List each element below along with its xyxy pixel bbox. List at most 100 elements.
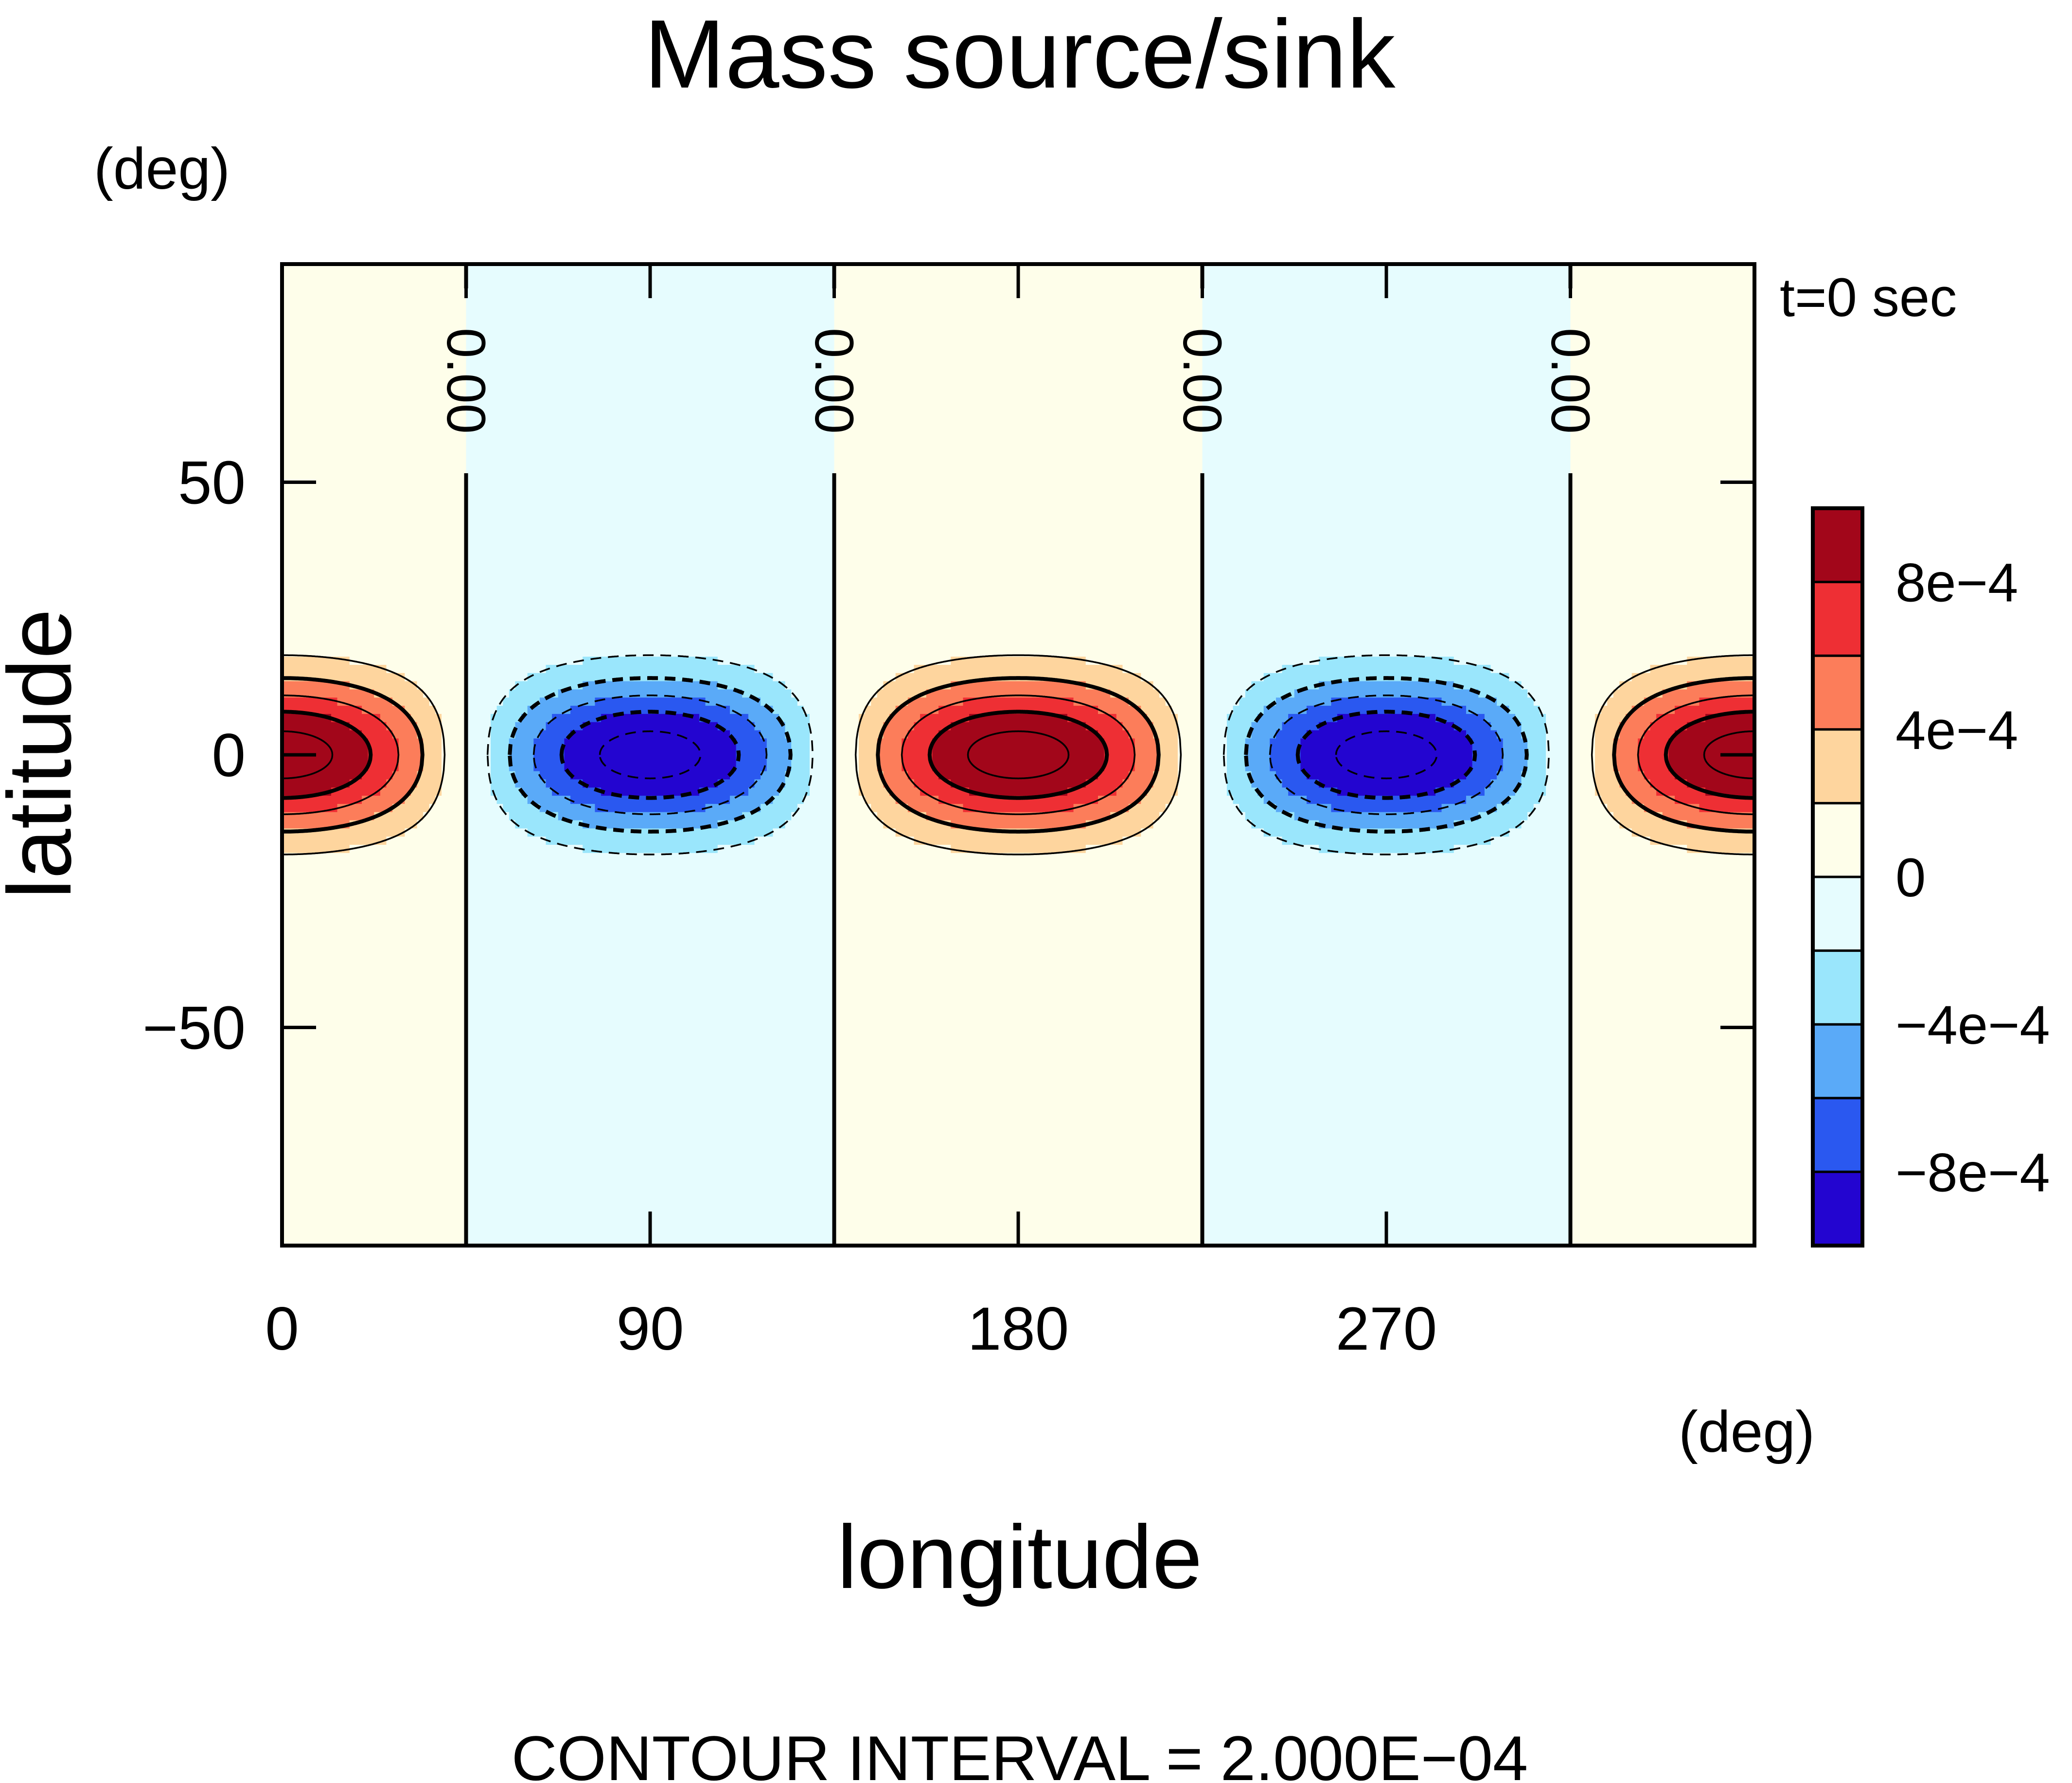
field-cell: [478, 1204, 485, 1213]
field-cell: [380, 640, 387, 649]
field-cell: [313, 681, 319, 690]
field-cell: [374, 779, 381, 788]
field-cell: [355, 272, 362, 281]
field-cell: [435, 730, 442, 739]
field-cell: [325, 1196, 332, 1205]
field-cell: [515, 1073, 522, 1083]
field-cell: [343, 951, 350, 960]
field-cell: [410, 992, 418, 1001]
field-cell: [392, 616, 399, 624]
field-cell: [442, 493, 448, 502]
field-cell: [503, 665, 510, 674]
field-cell: [300, 976, 307, 984]
field-cell: [417, 1016, 424, 1025]
field-cell: [398, 1229, 405, 1238]
field-cell: [288, 1147, 295, 1156]
field-cell: [417, 844, 424, 854]
field-cell: [331, 967, 338, 976]
field-cell: [349, 1196, 356, 1205]
field-cell: [374, 1008, 381, 1017]
field-cell: [349, 616, 356, 624]
field-cell: [337, 558, 344, 567]
field-cell: [454, 1196, 460, 1205]
field-cell: [294, 943, 301, 952]
field-cell: [349, 787, 356, 796]
field-cell: [417, 387, 424, 395]
field-cell: [374, 1024, 381, 1034]
field-cell: [355, 713, 362, 723]
field-cell: [319, 893, 325, 903]
field-cell: [527, 1123, 534, 1132]
field-cell: [331, 542, 338, 551]
field-cell: [429, 951, 436, 960]
field-cell: [398, 967, 405, 976]
field-cell: [362, 902, 369, 911]
field-cell: [337, 411, 344, 420]
field-cell: [362, 927, 369, 935]
field-cell: [386, 387, 393, 395]
field-cell: [368, 844, 374, 854]
field-cell: [496, 616, 503, 624]
field-cell: [454, 706, 460, 714]
field-cell: [423, 428, 430, 436]
field-cell: [319, 640, 325, 649]
field-cell: [447, 837, 454, 845]
field-cell: [429, 1016, 436, 1025]
field-cell: [435, 272, 442, 281]
field-cell: [398, 1066, 405, 1074]
field-cell: [392, 861, 399, 870]
field-cell: [435, 1073, 442, 1083]
field-cell: [454, 787, 460, 796]
field-cell: [355, 493, 362, 502]
field-cell: [410, 444, 418, 453]
field-cell: [386, 1049, 393, 1058]
field-cell: [472, 624, 479, 633]
field-cell: [405, 575, 411, 584]
field-cell: [343, 370, 350, 379]
field-cell: [325, 706, 332, 714]
field-cell: [362, 1049, 369, 1058]
field-cell: [454, 370, 460, 379]
field-cell: [343, 657, 350, 665]
field-cell: [392, 305, 399, 314]
field-cell: [306, 943, 313, 952]
field-cell: [392, 1147, 399, 1156]
field-cell: [398, 820, 405, 829]
field-cell: [337, 1000, 344, 1009]
field-cell: [362, 305, 369, 314]
field-cell: [417, 501, 424, 510]
field-cell: [349, 918, 356, 927]
field-cell: [319, 779, 325, 788]
field-cell: [410, 877, 418, 886]
field-cell: [398, 689, 405, 698]
field-cell: [374, 583, 381, 592]
field-cell: [362, 837, 369, 845]
field-cell: [398, 477, 405, 485]
field-cell: [300, 517, 307, 526]
field-cell: [349, 1204, 356, 1213]
field-cell: [337, 419, 344, 428]
field-cell: [490, 313, 497, 322]
field-cell: [288, 657, 295, 665]
field-cell: [521, 1188, 528, 1197]
field-cell: [343, 1229, 350, 1238]
field-cell: [447, 1237, 454, 1246]
field-cell: [410, 428, 418, 436]
field-cell: [490, 812, 497, 821]
field-cell: [410, 673, 418, 682]
field-cell: [380, 657, 387, 665]
field-cell: [355, 1237, 362, 1246]
field-cell: [380, 403, 387, 412]
field-cell: [484, 558, 491, 567]
field-cell: [343, 428, 350, 436]
field-cell: [362, 534, 369, 543]
field-cell: [447, 280, 454, 289]
field-cell: [386, 1172, 393, 1181]
field-cell: [466, 329, 473, 338]
field-cell: [331, 959, 338, 968]
field-cell: [300, 1188, 307, 1197]
field-cell: [325, 1212, 332, 1222]
field-cell: [435, 509, 442, 518]
field-cell: [484, 665, 491, 674]
field-cell: [405, 477, 411, 485]
